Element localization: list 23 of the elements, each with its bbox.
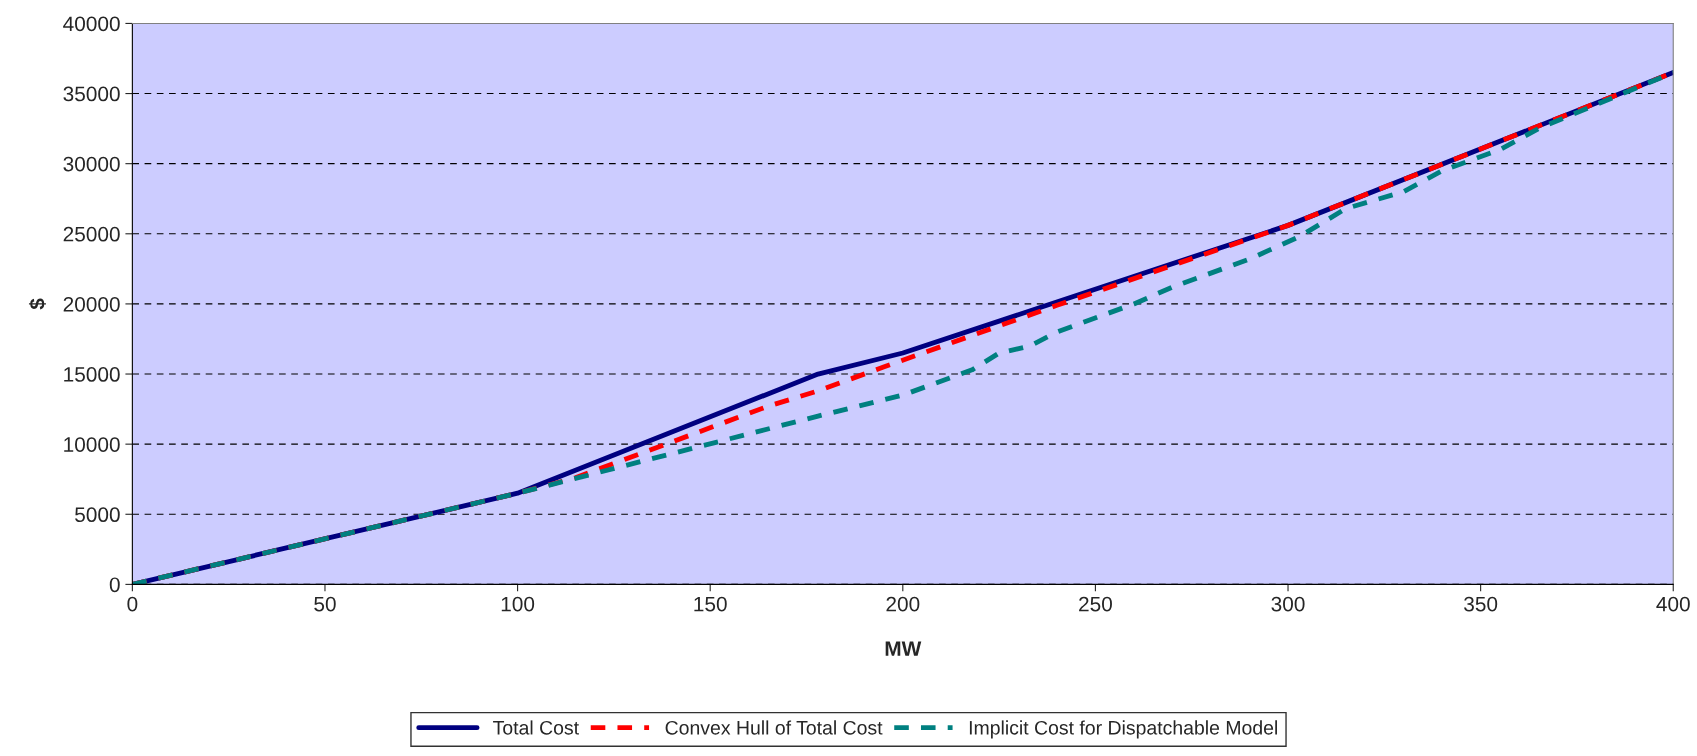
x-tick-label: 0 [127, 596, 138, 612]
x-tick-label: 200 [886, 596, 920, 612]
x-tick-label: 400 [1656, 596, 1690, 612]
y-axis-title: $ [28, 298, 46, 310]
y-tick-label: 35000 [63, 86, 120, 102]
y-tick-label: 30000 [63, 156, 120, 172]
y-tick-label: 15000 [64, 367, 120, 382]
y-tick-label: 20000 [63, 296, 120, 312]
x-tick-label: 250 [1079, 596, 1112, 612]
x-tick-label: 50 [314, 596, 336, 612]
legend-label: Implicit Cost for Dispatchable Model [969, 720, 1277, 739]
y-tick-label: 10000 [64, 437, 120, 452]
x-axis-title: MW [885, 641, 922, 656]
x-tick-label: 300 [1271, 596, 1305, 612]
x-tick-label: 350 [1464, 596, 1498, 612]
y-tick-label: 40000 [63, 16, 120, 32]
y-tick-label: 0 [109, 577, 120, 593]
legend-label: Total Cost [493, 720, 579, 735]
legend-label: Convex Hull of Total Cost [665, 720, 883, 735]
y-tick-label: 5000 [75, 507, 120, 523]
x-tick-label: 150 [694, 596, 727, 612]
y-tick-label: 25000 [63, 226, 120, 242]
x-tick-label: 100 [501, 596, 535, 612]
